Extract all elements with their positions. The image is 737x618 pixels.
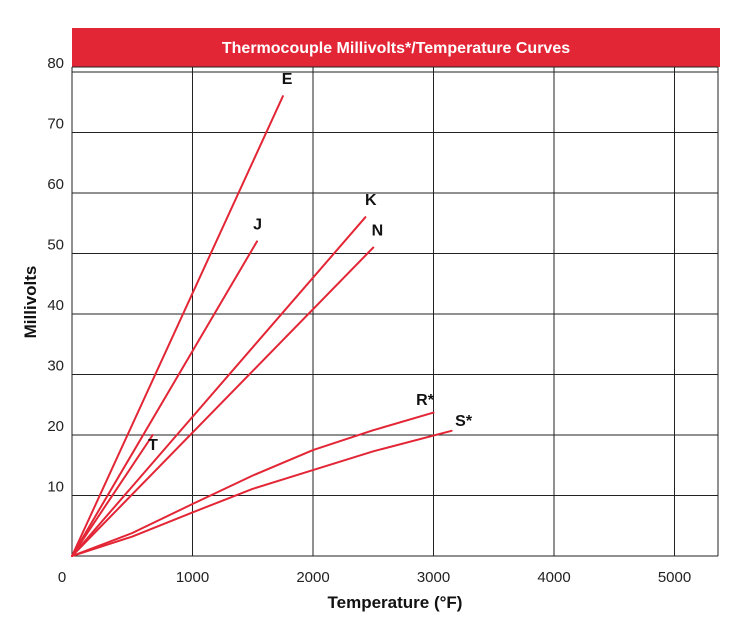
series-label-k: K <box>365 192 377 209</box>
x-tick-label-5000: 5000 <box>658 569 691 586</box>
x-tick-label-4000: 4000 <box>537 569 570 586</box>
series-label-t: T <box>148 437 158 454</box>
title-bar <box>72 28 720 67</box>
series-label-j: J <box>253 216 262 233</box>
series-line-e <box>71 95 284 557</box>
chart-title: Thermocouple Millivolts*/Temperature Cur… <box>222 40 570 57</box>
series-label-rstar: R* <box>416 392 435 409</box>
y-tick-label-40: 40 <box>47 297 64 314</box>
series-line-rstar <box>71 411 435 557</box>
series-line-j <box>71 240 258 557</box>
series-labels: E J KN T R* S* <box>148 71 473 454</box>
grid <box>71 66 719 557</box>
series-line-t <box>71 434 154 557</box>
y-tick-label-80: 80 <box>47 55 64 72</box>
x-tick-label-2000: 2000 <box>296 569 329 586</box>
x-tick-label-1000: 1000 <box>176 569 209 586</box>
series-label-sstar: S* <box>455 413 473 430</box>
x-tick-label-0: 0 <box>58 569 66 586</box>
y-tick-label-30: 30 <box>47 358 64 375</box>
y-tick-label-10: 10 <box>47 479 64 496</box>
series-label-e: E <box>282 71 293 88</box>
series-line-k <box>71 216 367 557</box>
series-lines <box>71 95 453 557</box>
series-label-n: N <box>372 222 384 239</box>
y-tick-label-20: 20 <box>47 418 64 435</box>
series-line-n <box>71 246 375 557</box>
y-tick-label-50: 50 <box>47 237 64 254</box>
series-line-sstar <box>71 429 453 557</box>
y-axis-title: Millivolts <box>21 266 40 339</box>
y-tick-label-60: 60 <box>47 176 64 193</box>
y-tick-label-70: 70 <box>47 116 64 133</box>
x-axis-title: Temperature (°F) <box>328 593 463 612</box>
x-tick-label-3000: 3000 <box>417 569 450 586</box>
x-tick-labels: 0 1000 2000 3000 4000 5000 <box>58 569 691 586</box>
y-tick-labels: 10 20 30 40 50 60 70 80 <box>47 55 64 496</box>
